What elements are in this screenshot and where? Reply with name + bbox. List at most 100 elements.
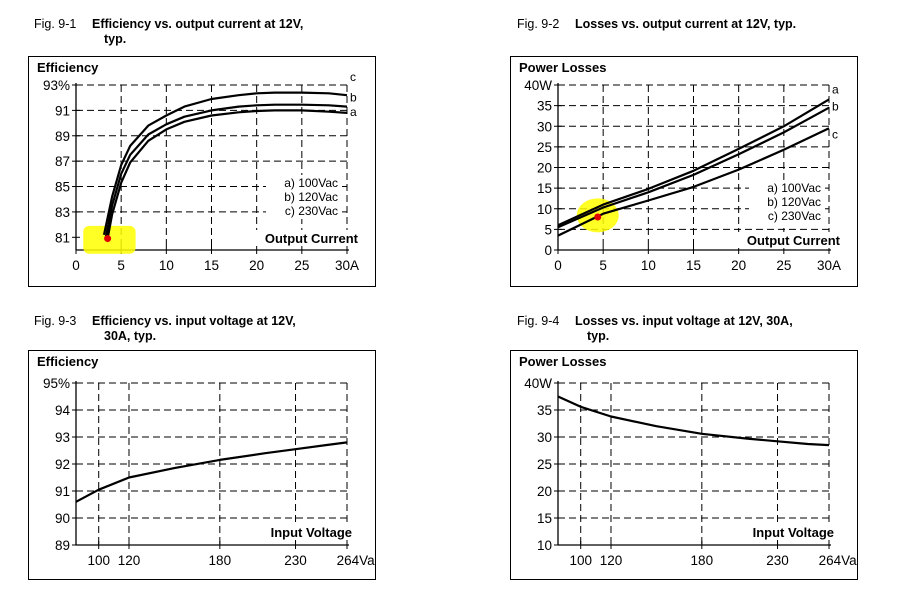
x-axis-label: Output Current — [265, 231, 359, 246]
legend-entry: a) 100Vac — [767, 181, 821, 195]
y-tick-label: 30 — [537, 119, 552, 134]
x-tick-label: 230 — [766, 553, 789, 568]
chart-panel-losses-vs-current: Power Losses 0 5 10 15 20 25 30 35 40W 0 5 10 15 20 25 3… — [510, 56, 858, 287]
series-end-label: c — [832, 127, 838, 141]
x-tick-label: 120 — [118, 553, 141, 568]
y-tick-label: 92 — [55, 457, 70, 472]
x-tick-label: 20 — [249, 258, 264, 273]
x-tick-label: 100 — [87, 553, 110, 568]
legend-entry: c) 230Vac — [768, 209, 821, 223]
figure-title: Losses vs. output current at 12V, typ. — [575, 17, 797, 31]
series-line-c — [557, 127, 830, 237]
panel-frame — [28, 350, 376, 580]
series-end-label: a — [832, 82, 839, 96]
x-tick-label: 230 — [284, 553, 307, 568]
y-tick-label: 40W — [524, 376, 552, 391]
x-axis-label-backdrop — [240, 524, 354, 540]
x-tick-label: 180 — [691, 553, 714, 568]
x-axis-label-backdrop — [246, 230, 360, 246]
gridlines — [76, 382, 348, 545]
y-tick-label: 20 — [537, 484, 552, 499]
y-tick-label: 81 — [55, 230, 70, 245]
series-line-main — [557, 395, 830, 447]
y-tick-label: 20 — [537, 161, 552, 176]
panel-frame — [510, 56, 858, 287]
series-line-c — [102, 91, 348, 236]
y-axis-label: Power Losses — [519, 354, 606, 369]
figure-number: Fig. 9-1 — [34, 17, 77, 31]
y-tick-label: 5 — [544, 222, 552, 237]
figure-title: Efficiency vs. output current at 12V, — [92, 17, 304, 31]
x-tick-label: 30A — [817, 258, 841, 273]
panel-frame — [28, 56, 376, 287]
red-point-marker — [594, 213, 602, 221]
figure-title-line2: typ. — [104, 32, 127, 46]
x-axis-label-backdrop — [722, 524, 836, 540]
figure-number: Fig. 9-2 — [517, 17, 560, 31]
y-tick-label: 10 — [537, 202, 552, 217]
figure-number: Fig. 9-4 — [517, 314, 560, 328]
series-line-b — [104, 103, 348, 238]
legend-entry: c) 230Vac — [285, 204, 338, 218]
series-end-label: b — [832, 100, 839, 114]
y-tick-label: 0 — [544, 243, 552, 258]
figure-number: Fig. 9-3 — [34, 314, 77, 328]
series-end-label: b — [350, 91, 357, 105]
legend-entry: a) 100Vac — [284, 176, 338, 190]
figure-title-line2: 30A, typ. — [104, 329, 157, 343]
chart-panel-losses-vs-voltage: Power Losses 10 15 20 25 30 35 40W 100 120 180 230 2… — [510, 350, 858, 580]
legend-entry: b) 120Vac — [284, 190, 338, 204]
y-tick-label: 91 — [55, 484, 70, 499]
x-axis-label-backdrop — [728, 232, 842, 248]
x-tick-label: 180 — [209, 553, 232, 568]
x-tick-label: 10 — [159, 258, 174, 273]
x-tick-label: 264Vac — [337, 553, 376, 568]
legend-backdrop — [749, 180, 825, 224]
x-tick-label: 5 — [599, 258, 607, 273]
x-tick-label: 100 — [569, 553, 592, 568]
x-tick-label: 264Vac — [819, 553, 858, 568]
y-tick-label: 94 — [55, 403, 71, 418]
y-axis-label: Efficiency — [37, 60, 99, 75]
series-line-a — [557, 98, 830, 227]
x-tick-label: 25 — [294, 258, 309, 273]
y-tick-label: 25 — [537, 457, 552, 472]
chart-panel-efficiency-vs-current: Efficiency 81 83 85 87 89 91 93% 0 5 10 15 20 25 30A Ou… — [28, 56, 376, 287]
y-tick-label: 40W — [524, 78, 552, 93]
x-tick-label: 0 — [72, 258, 80, 273]
red-point-marker — [104, 235, 112, 243]
x-tick-label: 30A — [335, 258, 359, 273]
y-tick-label: 91 — [55, 103, 70, 118]
y-tick-label: 93 — [55, 430, 70, 445]
figure-title: Losses vs. input voltage at 12V, 30A, — [575, 314, 793, 328]
y-tick-label: 93% — [43, 78, 70, 93]
y-axis-label: Power Losses — [519, 60, 606, 75]
y-tick-label: 95% — [43, 376, 70, 391]
y-tick-label: 83 — [55, 205, 70, 220]
x-tick-label: 10 — [641, 258, 656, 273]
x-tick-label: 20 — [731, 258, 746, 273]
gridlines — [558, 382, 830, 545]
y-tick-label: 35 — [537, 403, 552, 418]
y-tick-label: 15 — [537, 511, 552, 526]
figure-title-line2: typ. — [587, 329, 610, 343]
chart-panel-efficiency-vs-voltage: Efficiency 89 90 91 92 93 94 95% 100 120 180 230 264… — [28, 350, 376, 580]
y-tick-label: 10 — [537, 538, 552, 553]
x-tick-label: 25 — [776, 258, 791, 273]
series-line-a — [106, 109, 348, 239]
y-tick-label: 35 — [537, 99, 552, 114]
y-tick-label: 90 — [55, 511, 70, 526]
y-tick-label: 85 — [55, 180, 70, 195]
y-tick-label: 30 — [537, 430, 552, 445]
x-axis-label: Input Voltage — [271, 525, 352, 540]
series-line-main — [75, 441, 348, 503]
y-tick-label: 15 — [537, 181, 552, 196]
legend-backdrop — [266, 175, 342, 219]
x-axis-label: Output Current — [747, 233, 841, 248]
y-axis-label: Efficiency — [37, 354, 99, 369]
y-tick-label: 25 — [537, 140, 552, 155]
x-axis-label: Input Voltage — [753, 525, 834, 540]
figure-title: Efficiency vs. input voltage at 12V, — [92, 314, 296, 328]
